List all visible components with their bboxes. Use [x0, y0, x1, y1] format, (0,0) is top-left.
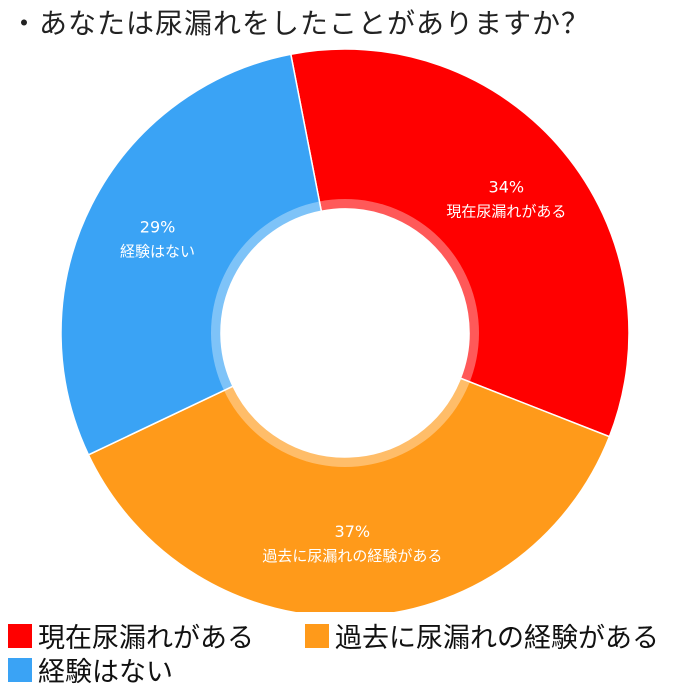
legend-item-current: 現在尿漏れがある — [8, 616, 254, 655]
slice-percent-current: 34% — [489, 178, 525, 197]
donut-hole — [221, 209, 469, 457]
chart-title: ・あなたは尿漏れをしたことがありますか？ — [10, 7, 591, 40]
legend-item-none: 経験はない — [8, 650, 173, 689]
legend-swatch-past — [305, 623, 329, 648]
slice-label-past: 過去に尿漏れの経験がある — [262, 547, 442, 565]
slice-label-current: 現在尿漏れがある — [446, 203, 566, 221]
legend-item-past: 過去に尿漏れの経験がある — [305, 616, 659, 655]
chart-legend: 現在尿漏れがある 過去に尿漏れの経験がある 経験はない — [8, 612, 678, 688]
legend-label-none: 経験はない — [38, 657, 173, 688]
legend-label-current: 現在尿漏れがある — [38, 623, 254, 654]
donut-chart: 34% 現在尿漏れがある 37% 過去に尿漏れの経験がある 29% 経験はない — [60, 48, 630, 612]
slice-percent-none: 29% — [140, 217, 176, 236]
donut-slices — [60, 48, 630, 612]
slice-percent-past: 37% — [335, 522, 371, 541]
slice-labels: 34% 現在尿漏れがある 37% 過去に尿漏れの経験がある 29% 経験はない — [120, 178, 566, 565]
slice-label-none: 経験はない — [120, 242, 195, 260]
legend-swatch-current — [8, 623, 32, 648]
legend-swatch-none — [8, 657, 32, 682]
legend-label-past: 過去に尿漏れの経験がある — [335, 623, 659, 654]
